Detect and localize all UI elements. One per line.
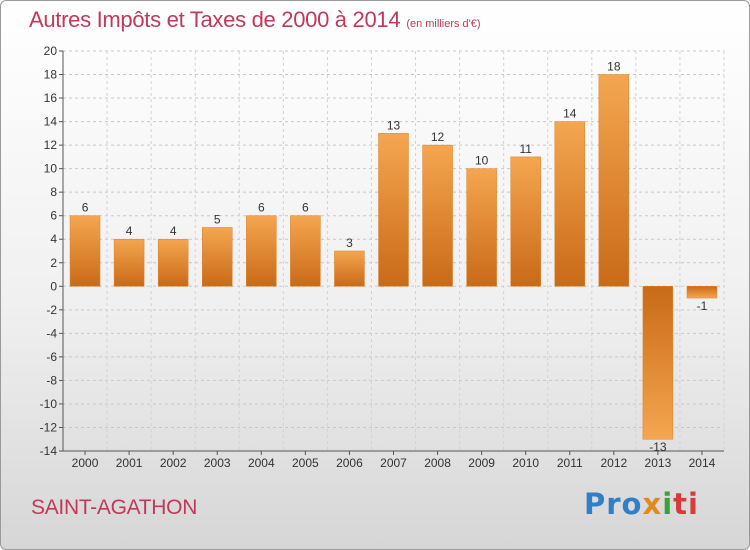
bar-2007 xyxy=(378,133,409,287)
title-block: Autres Impôts et Taxes de 2000 à 2014 (en… xyxy=(29,7,481,33)
y-tick-label: 12 xyxy=(44,138,58,152)
bar-2014 xyxy=(686,286,718,299)
value-label-2014: -1 xyxy=(697,299,708,313)
bar-2013 xyxy=(642,286,674,440)
bar-2011 xyxy=(554,121,585,287)
y-tick-label: -2 xyxy=(46,303,57,317)
y-tick-label: 4 xyxy=(50,232,57,246)
y-tick-label: 0 xyxy=(50,279,57,293)
bar-2003 xyxy=(202,227,233,287)
x-tick-label-2006: 2006 xyxy=(336,456,363,470)
logo-part-4: ti xyxy=(673,487,699,521)
bar-2012 xyxy=(598,74,630,287)
value-label-2005: 6 xyxy=(302,201,309,215)
bar-2010 xyxy=(510,156,541,287)
bar-2002 xyxy=(157,238,189,287)
y-tick-label: 20 xyxy=(44,44,58,58)
value-label-2012: 18 xyxy=(607,60,621,74)
bar-2006 xyxy=(334,250,365,287)
logo-part-3: i xyxy=(662,487,674,521)
town-name: SAINT-AGATHON xyxy=(31,496,198,519)
value-label-2010: 11 xyxy=(519,142,532,156)
value-label-2013: -13 xyxy=(649,440,667,454)
y-tick-label: -4 xyxy=(46,326,57,340)
y-tick-label: 14 xyxy=(44,115,58,129)
value-label-2001: 4 xyxy=(126,224,133,238)
logo-part-2: x xyxy=(642,487,663,521)
y-tick-label: 6 xyxy=(50,209,57,223)
value-label-2002: 4 xyxy=(170,224,177,238)
y-tick-label: 8 xyxy=(50,185,57,199)
chart-title: Autres Impôts et Taxes de 2000 à 2014 xyxy=(29,7,401,32)
x-tick-label-2013: 2013 xyxy=(645,456,672,470)
x-tick-label-2010: 2010 xyxy=(512,456,539,470)
logo-part-1: Pro xyxy=(584,487,643,521)
y-tick-label: -8 xyxy=(46,373,57,387)
x-tick-label-2004: 2004 xyxy=(248,456,275,470)
value-label-2007: 13 xyxy=(387,118,401,132)
bar-2005 xyxy=(290,215,321,287)
value-label-2011: 14 xyxy=(563,107,577,121)
x-tick-label-2008: 2008 xyxy=(424,456,451,470)
y-tick-label: 16 xyxy=(44,91,58,105)
y-tick-label: 2 xyxy=(50,256,57,270)
x-tick-label-2005: 2005 xyxy=(292,456,319,470)
x-tick-label-2003: 2003 xyxy=(204,456,231,470)
value-label-2004: 6 xyxy=(258,201,265,215)
x-tick-label-2001: 2001 xyxy=(116,456,143,470)
value-label-2009: 10 xyxy=(475,154,489,168)
bar-2008 xyxy=(422,144,453,287)
value-label-2008: 12 xyxy=(431,130,445,144)
value-label-2000: 6 xyxy=(82,201,89,215)
y-tick-label: -14 xyxy=(40,444,58,458)
y-tick-label: 18 xyxy=(44,68,58,82)
proxiti-logo[interactable]: Proxiti xyxy=(584,487,699,521)
bar-2000 xyxy=(69,215,101,287)
y-tick-label: -10 xyxy=(40,397,58,411)
bar-2001 xyxy=(113,238,145,287)
x-tick-label-2007: 2007 xyxy=(380,456,407,470)
x-tick-label-2012: 2012 xyxy=(600,456,627,470)
x-tick-label-2002: 2002 xyxy=(160,456,187,470)
y-tick-label: -12 xyxy=(40,420,58,434)
x-tick-label-2009: 2009 xyxy=(468,456,495,470)
bar-2009 xyxy=(466,168,497,287)
x-tick-label-2014: 2014 xyxy=(689,456,716,470)
bar-2004 xyxy=(246,215,277,287)
x-tick-label-2011: 2011 xyxy=(557,456,583,470)
y-tick-label: 10 xyxy=(44,162,58,176)
x-tick-label-2000: 2000 xyxy=(72,456,99,470)
value-label-2006: 3 xyxy=(346,236,353,250)
chart-subtitle: (en milliers d'€) xyxy=(406,18,481,30)
value-label-2003: 5 xyxy=(214,212,221,226)
y-tick-label: -6 xyxy=(46,350,57,364)
